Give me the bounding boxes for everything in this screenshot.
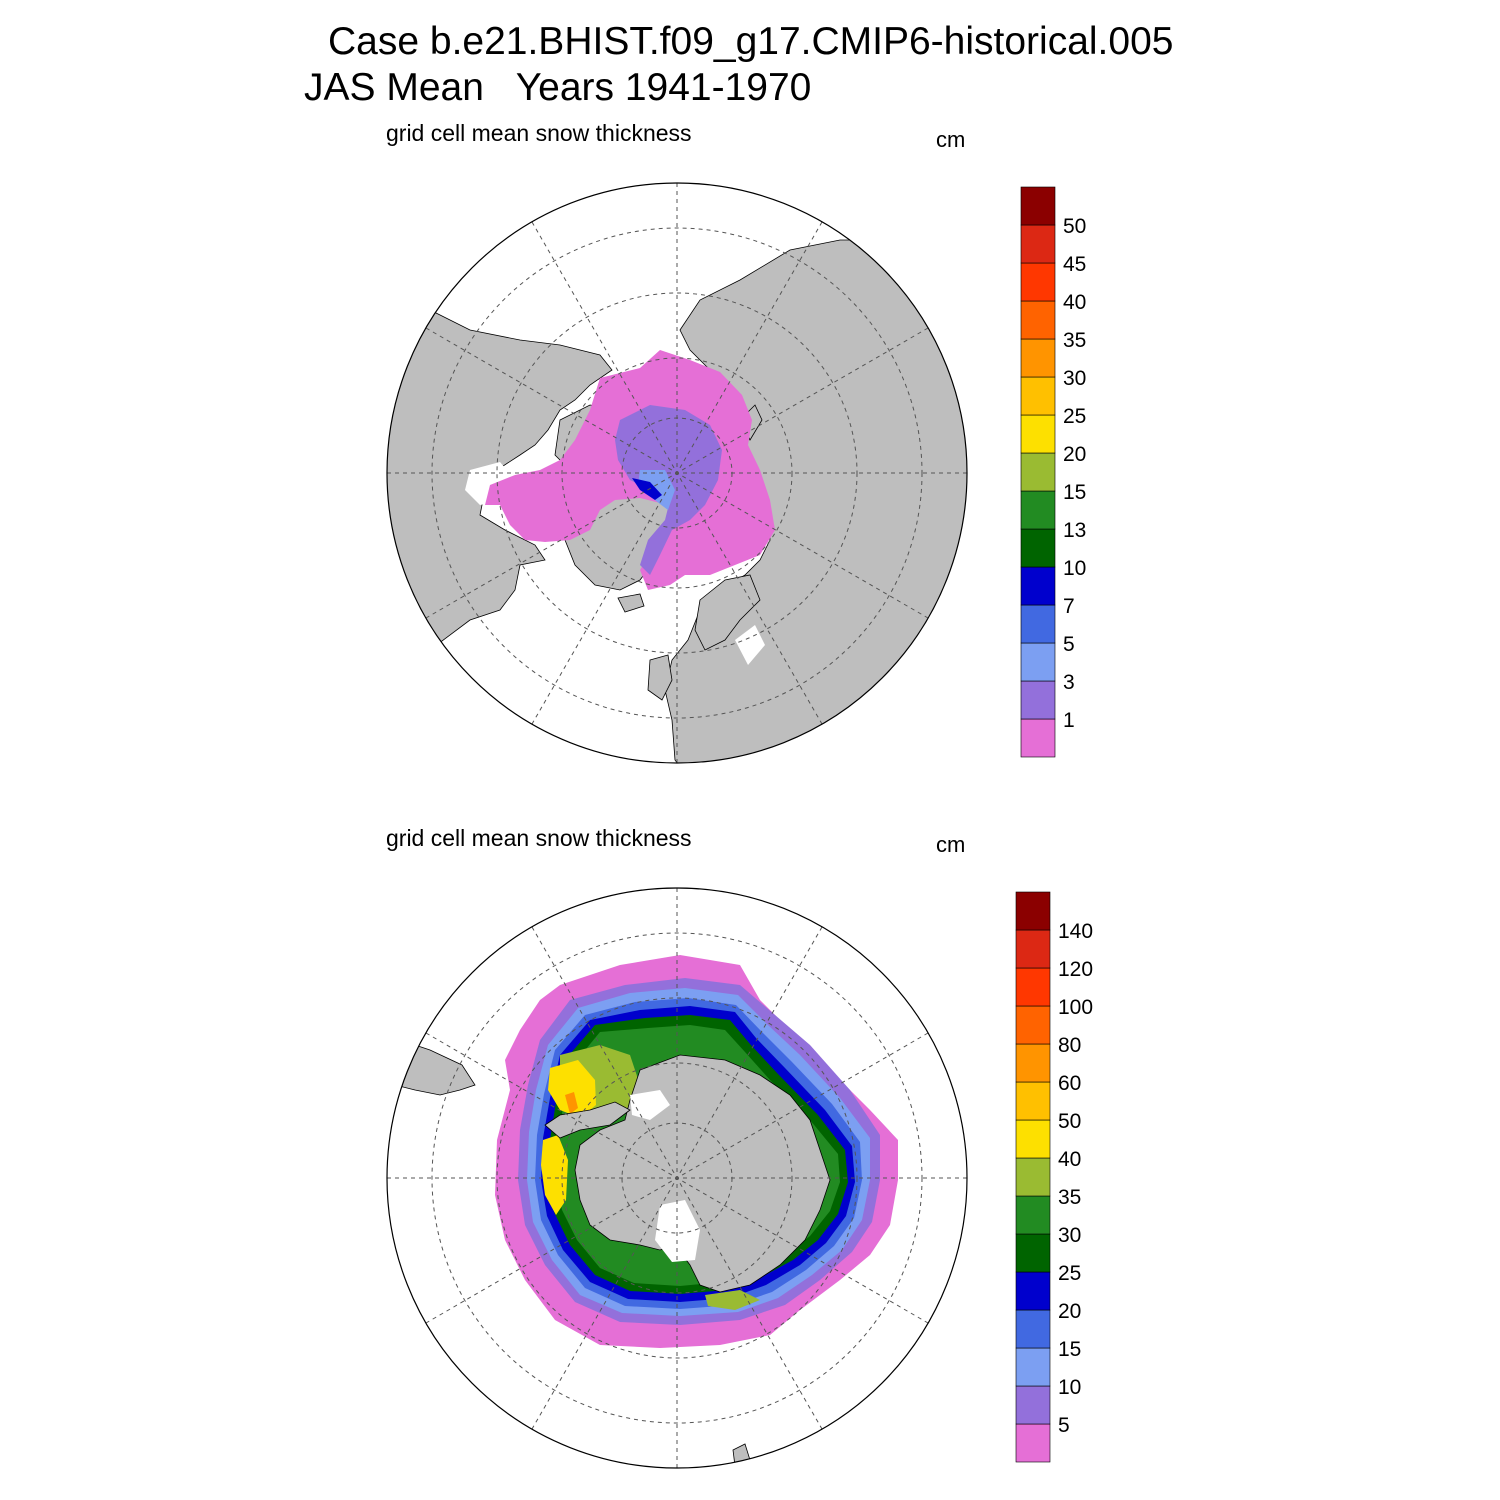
south-colorbar-swatch bbox=[1015, 1347, 1051, 1387]
north-colorbar-label: 5 bbox=[1063, 633, 1075, 656]
south-colorbar-label: 5 bbox=[1058, 1414, 1070, 1437]
south-panel-units: cm bbox=[936, 832, 966, 857]
south-snow-band-50-weddell bbox=[548, 1060, 596, 1118]
north-colorbar-label: 3 bbox=[1063, 671, 1075, 694]
north-colorbar-swatch bbox=[1020, 452, 1056, 492]
south-colorbar-label: 40 bbox=[1058, 1148, 1081, 1171]
south-colorbar-swatch bbox=[1015, 1119, 1051, 1159]
north-colorbar-label: 35 bbox=[1063, 329, 1086, 352]
south-colorbar-swatch bbox=[1015, 1081, 1051, 1121]
north-colorbar-swatch bbox=[1020, 262, 1056, 302]
north-colorbar-swatch bbox=[1020, 642, 1056, 682]
south-colorbar-label: 20 bbox=[1058, 1300, 1081, 1323]
north-colorbar-swatch bbox=[1020, 718, 1056, 758]
south-colorbar-label: 50 bbox=[1058, 1110, 1081, 1133]
south-colorbar-label: 25 bbox=[1058, 1262, 1081, 1285]
north-colorbar-swatch bbox=[1020, 376, 1056, 416]
baltic-sea-water bbox=[735, 625, 765, 665]
south-colorbar-swatch bbox=[1015, 1195, 1051, 1235]
north-colorbar-swatch bbox=[1020, 338, 1056, 378]
north-colorbar-label: 25 bbox=[1063, 405, 1086, 428]
north-colorbar-swatch bbox=[1020, 300, 1056, 340]
north-colorbar-label: 45 bbox=[1063, 253, 1086, 276]
south-colorbar-swatch bbox=[1015, 967, 1051, 1007]
ronne-ice-shelf bbox=[630, 1090, 670, 1120]
north-colorbar-swatch bbox=[1020, 414, 1056, 454]
south-map-border bbox=[386, 887, 968, 1469]
south-colorbar: 5 10 15 20 25 30 35 40 50 60 80 100 120 140 bbox=[1015, 891, 1093, 1463]
iceland-land bbox=[617, 593, 645, 613]
north-graticule bbox=[387, 183, 967, 763]
south-snow-band-50-bellingshausen bbox=[541, 1135, 568, 1215]
south-colorbar-label: 60 bbox=[1058, 1072, 1081, 1095]
south-colorbar-swatch bbox=[1015, 891, 1051, 931]
south-colorbar-label: 15 bbox=[1058, 1338, 1081, 1361]
north-polar-map bbox=[386, 182, 968, 764]
south-colorbar-swatch bbox=[1015, 1385, 1051, 1425]
south-colorbar-label: 140 bbox=[1058, 920, 1093, 943]
north-panel-subtitle: grid cell mean snow thickness bbox=[386, 120, 692, 146]
north-colorbar-label: 50 bbox=[1063, 215, 1086, 238]
south-colorbar-label: 10 bbox=[1058, 1376, 1081, 1399]
colorbars: 1357101315202530354045505101520253035405… bbox=[1015, 186, 1093, 1463]
north-colorbar-swatch bbox=[1020, 528, 1056, 568]
north-colorbar-label: 15 bbox=[1063, 481, 1086, 504]
north-colorbar-swatch bbox=[1020, 490, 1056, 530]
south-panel-subtitle: grid cell mean snow thickness bbox=[386, 825, 692, 851]
figure-title-case: Case b.e21.BHIST.f09_g17.CMIP6-historica… bbox=[328, 20, 1174, 63]
antarctic-peninsula-land bbox=[544, 1101, 631, 1139]
south-colorbar-swatch bbox=[1015, 1157, 1051, 1197]
south-colorbar-swatch bbox=[1015, 1271, 1051, 1311]
south-colorbar-label: 35 bbox=[1058, 1186, 1081, 1209]
south-colorbar-swatch bbox=[1015, 1043, 1051, 1083]
scandinavia-land bbox=[694, 574, 761, 651]
north-colorbar-label: 7 bbox=[1063, 595, 1075, 618]
ross-ice-shelf bbox=[655, 1200, 700, 1262]
south-colorbar-label: 120 bbox=[1058, 958, 1093, 981]
south-polar-map bbox=[386, 887, 968, 1469]
south-graticule bbox=[387, 888, 967, 1468]
south-snow-band-80-weddell bbox=[565, 1092, 578, 1114]
south-colorbar-label: 30 bbox=[1058, 1224, 1081, 1247]
north-colorbar-label: 1 bbox=[1063, 709, 1075, 732]
north-colorbar-label: 40 bbox=[1063, 291, 1086, 314]
south-colorbar-label: 100 bbox=[1058, 996, 1093, 1019]
south-snow-band-40-ross bbox=[705, 1290, 760, 1310]
north-colorbar-label: 20 bbox=[1063, 443, 1086, 466]
north-colorbar-label: 30 bbox=[1063, 367, 1086, 390]
south-colorbar-label: 80 bbox=[1058, 1034, 1081, 1057]
north-colorbar-label: 13 bbox=[1063, 519, 1086, 542]
north-colorbar-label: 10 bbox=[1063, 557, 1086, 580]
north-colorbar-swatch bbox=[1020, 604, 1056, 644]
north-map-border bbox=[386, 182, 968, 764]
south-colorbar-swatch bbox=[1015, 929, 1051, 969]
south-colorbar-swatch bbox=[1015, 1233, 1051, 1273]
south-colorbar-swatch bbox=[1015, 1005, 1051, 1045]
south-colorbar-swatch bbox=[1015, 1423, 1051, 1463]
north-panel-units: cm bbox=[936, 127, 966, 152]
north-colorbar-swatch bbox=[1020, 186, 1056, 226]
north-colorbar-swatch bbox=[1020, 224, 1056, 264]
british-isles-land bbox=[647, 654, 673, 701]
south-colorbar-swatch bbox=[1015, 1309, 1051, 1349]
north-colorbar-swatch bbox=[1020, 680, 1056, 720]
north-snow-band-10 bbox=[632, 478, 662, 500]
north-colorbar-swatch bbox=[1020, 566, 1056, 606]
figure-title-season: JAS Mean Years 1941-1970 bbox=[304, 66, 812, 109]
